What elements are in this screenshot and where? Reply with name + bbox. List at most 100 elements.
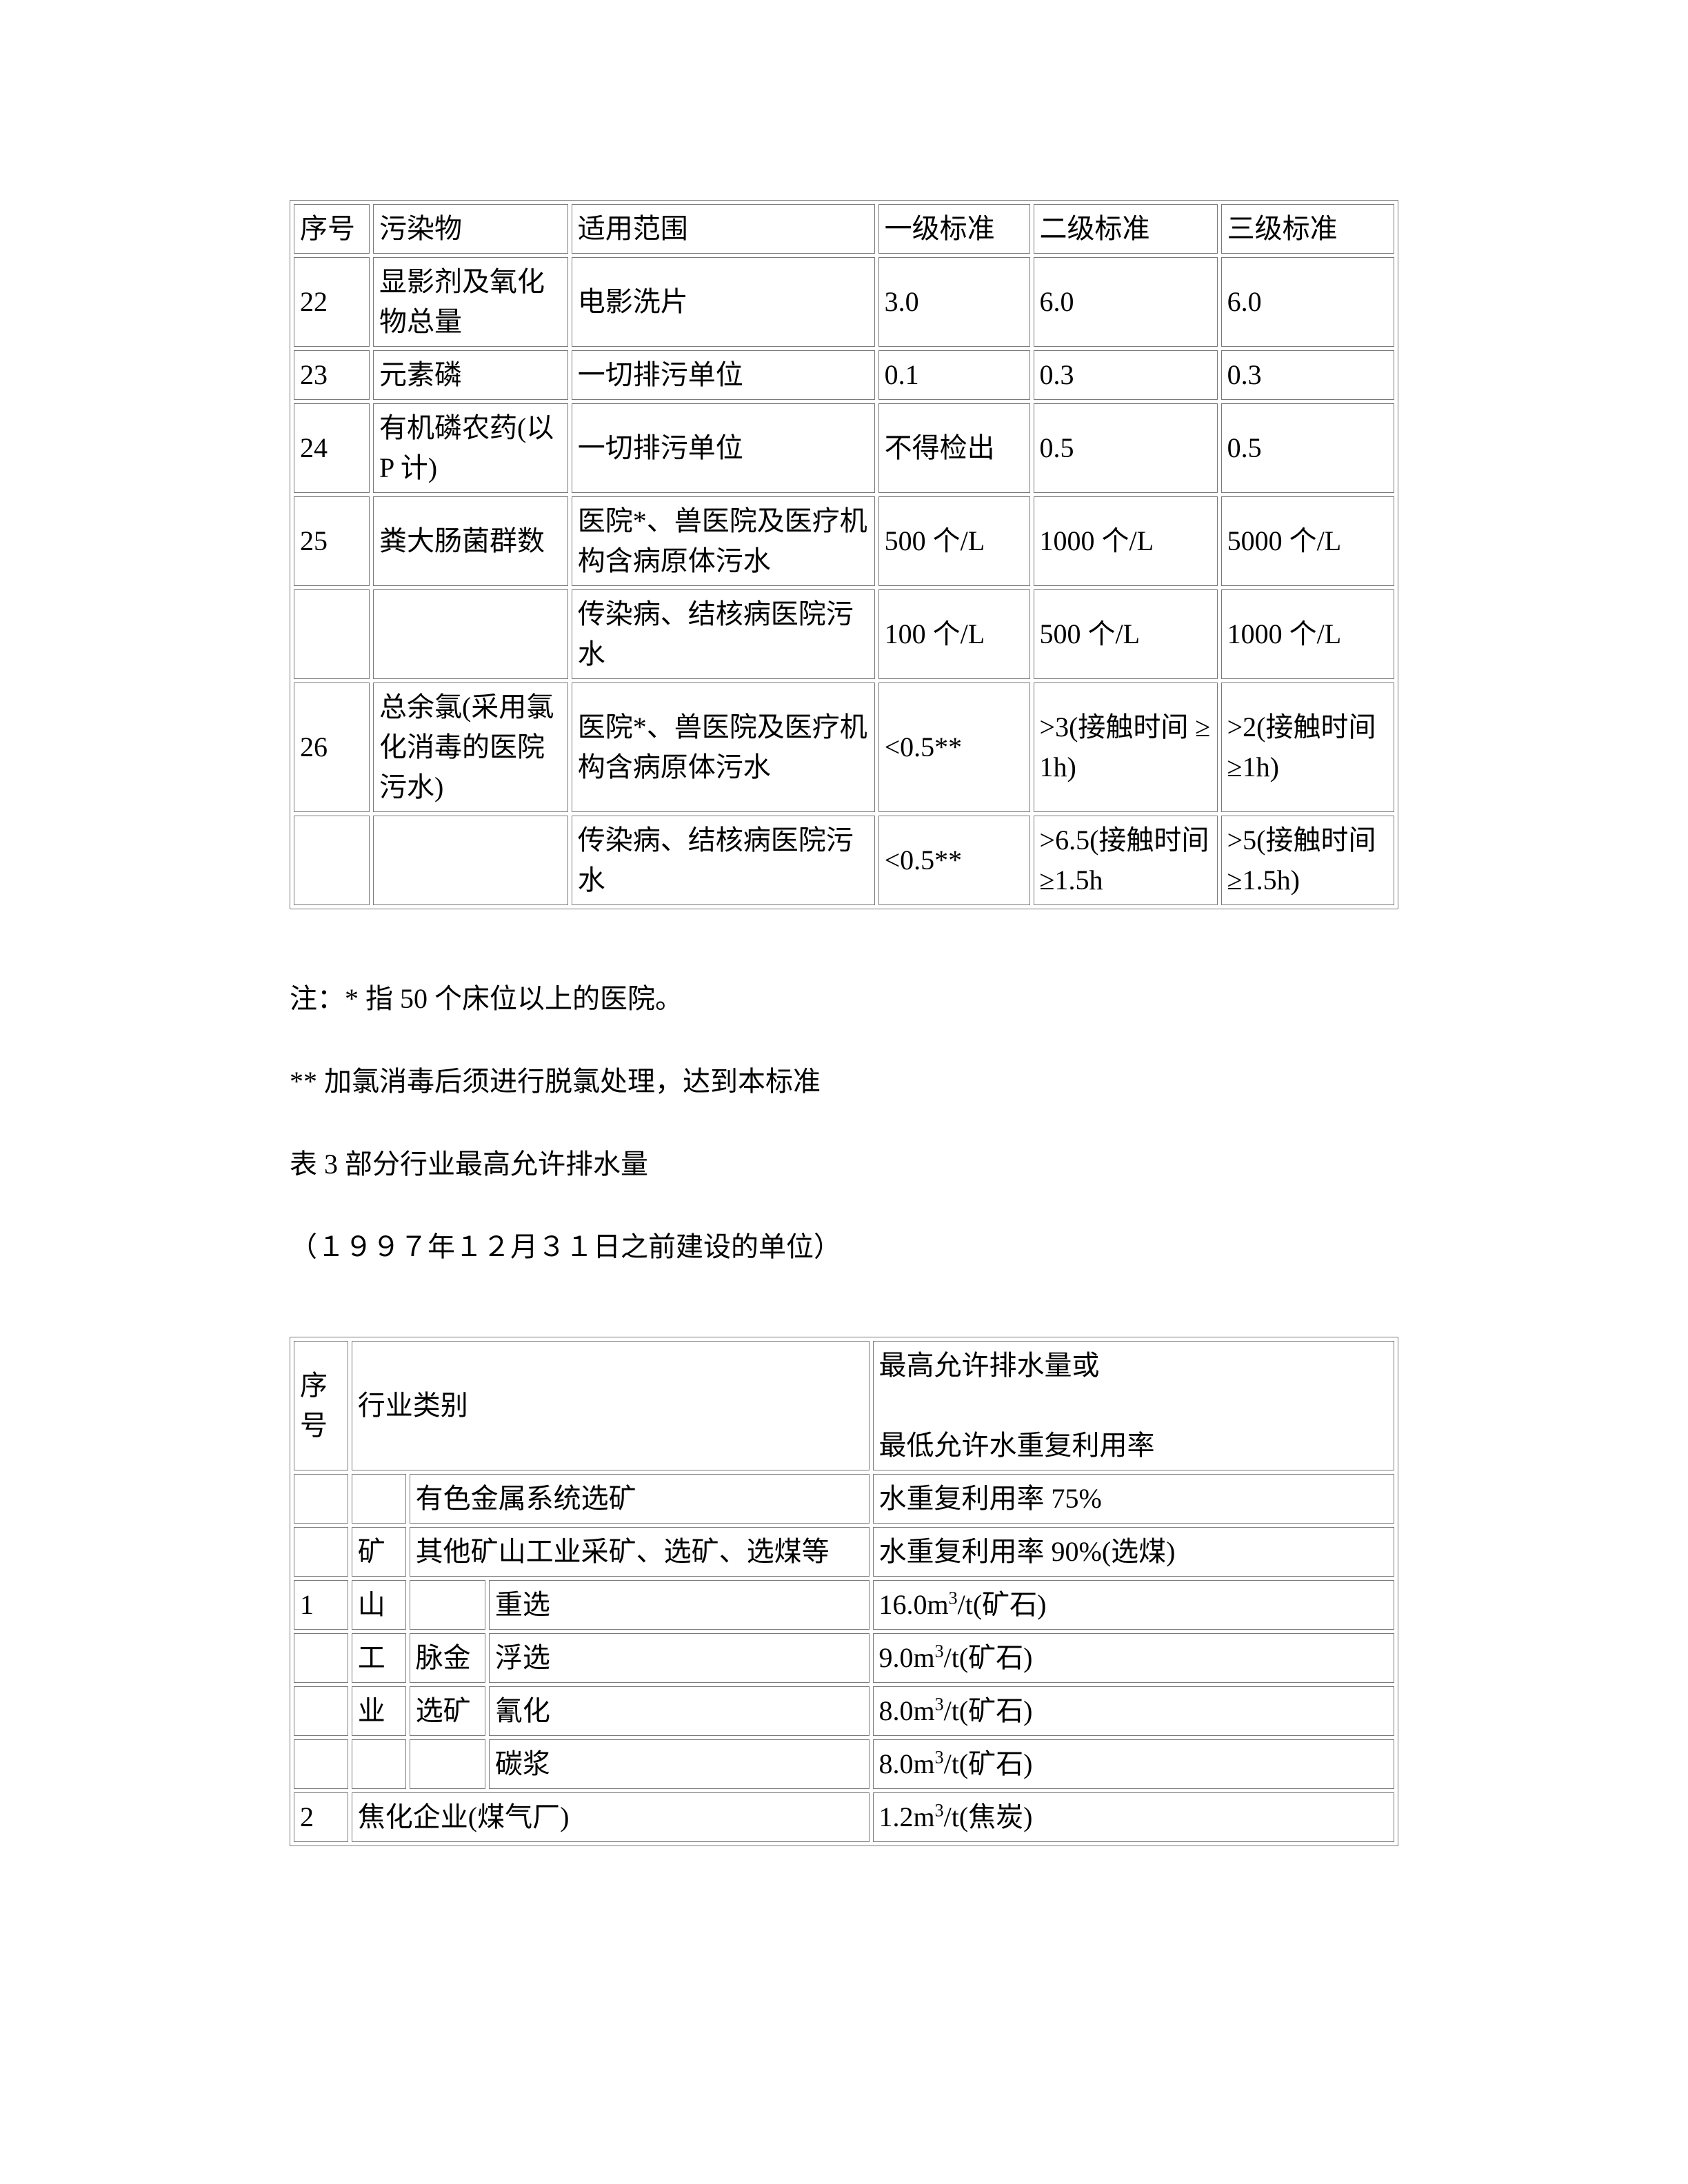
cell: 山 xyxy=(352,1580,406,1630)
cell: 重选 xyxy=(489,1580,870,1630)
cell: 26 xyxy=(294,682,370,812)
cell: 9.0m3/t(矿石) xyxy=(873,1633,1395,1683)
cell: 0.5 xyxy=(1221,403,1394,493)
cell xyxy=(294,1633,348,1683)
table-row: 矿 其他矿山工业采矿、选矿、选煤等 水重复利用率 90%(选煤) xyxy=(294,1527,1394,1577)
cell: 有色金属系统选矿 xyxy=(410,1474,870,1524)
cell: 0.1 xyxy=(878,350,1030,400)
cell: 1000 个/L xyxy=(1221,589,1394,679)
table-row: 2 焦化企业(煤气厂) 1.2m3/t(焦炭) xyxy=(294,1792,1394,1842)
cell: 总余氯(采用氯化消毒的医院污水) xyxy=(373,682,568,812)
cell: 16.0m3/t(矿石) xyxy=(873,1580,1395,1630)
cell: <0.5** xyxy=(878,682,1030,812)
cell: 23 xyxy=(294,350,370,400)
cell xyxy=(294,816,370,905)
table-row: 22 显影剂及氧化物总量 电影洗片 3.0 6.0 6.0 xyxy=(294,257,1394,347)
header-line: 最低允许水重复利用率 xyxy=(879,1430,1155,1461)
cell: 碳浆 xyxy=(489,1739,870,1789)
table-row: 23 元素磷 一切排污单位 0.1 0.3 0.3 xyxy=(294,350,1394,400)
cell: >2(接触时间≥1h) xyxy=(1221,682,1394,812)
cell xyxy=(410,1739,485,1789)
cell: 3.0 xyxy=(878,257,1030,347)
table-row: 1 山 重选 16.0m3/t(矿石) xyxy=(294,1580,1394,1630)
cell: 元素磷 xyxy=(373,350,568,400)
table-row: 25 粪大肠菌群数 医院*、兽医院及医疗机构含病原体污水 500 个/L 100… xyxy=(294,496,1394,586)
cell: 24 xyxy=(294,403,370,493)
cell: 500 个/L xyxy=(878,496,1030,586)
cell: 粪大肠菌群数 xyxy=(373,496,568,586)
cell xyxy=(294,1527,348,1577)
col-header: 行业类别 xyxy=(352,1341,870,1470)
col-header: 最高允许排水量或 最低允许水重复利用率 xyxy=(873,1341,1395,1470)
cell: >6.5(接触时间≥1.5h xyxy=(1034,816,1218,905)
table-row: 24 有机磷农药(以 P 计) 一切排污单位 不得检出 0.5 0.5 xyxy=(294,403,1394,493)
table-row: 传染病、结核病医院污水 100 个/L 500 个/L 1000 个/L xyxy=(294,589,1394,679)
col-header: 二级标准 xyxy=(1034,204,1218,254)
cell: >5(接触时间≥1.5h) xyxy=(1221,816,1394,905)
col-header: 三级标准 xyxy=(1221,204,1394,254)
table-row: 业 选矿 氰化 8.0m3/t(矿石) xyxy=(294,1686,1394,1736)
cell: 6.0 xyxy=(1034,257,1218,347)
cell: 焦化企业(煤气厂) xyxy=(352,1792,870,1842)
table-row: 26 总余氯(采用氯化消毒的医院污水) 医院*、兽医院及医疗机构含病原体污水 <… xyxy=(294,682,1394,812)
cell: 一切排污单位 xyxy=(572,350,875,400)
cell: 25 xyxy=(294,496,370,586)
cell: 8.0m3/t(矿石) xyxy=(873,1686,1395,1736)
cell: 水重复利用率 90%(选煤) xyxy=(873,1527,1395,1577)
cell xyxy=(373,816,568,905)
cell: 选矿 xyxy=(410,1686,485,1736)
table-header-row: 序号 行业类别 最高允许排水量或 最低允许水重复利用率 xyxy=(294,1341,1394,1470)
cell: 其他矿山工业采矿、选矿、选煤等 xyxy=(410,1527,870,1577)
cell: 8.0m3/t(矿石) xyxy=(873,1739,1395,1789)
col-header: 一级标准 xyxy=(878,204,1030,254)
industry-discharge-table: 序号 行业类别 最高允许排水量或 最低允许水重复利用率 有色金属系统选矿 水重复… xyxy=(290,1337,1398,1846)
table-header-row: 序号 污染物 适用范围 一级标准 二级标准 三级标准 xyxy=(294,204,1394,254)
cell: 水重复利用率 75% xyxy=(873,1474,1395,1524)
cell: 5000 个/L xyxy=(1221,496,1394,586)
cell: 6.0 xyxy=(1221,257,1394,347)
cell: 1 xyxy=(294,1580,348,1630)
notes-block: 注：* 指 50 个床位以上的医院。 ** 加氯消毒后须进行脱氯处理，达到本标准… xyxy=(290,971,1398,1275)
cell xyxy=(294,1474,348,1524)
col-header: 序号 xyxy=(294,1341,348,1470)
note-line: 表 3 部分行业最高允许排水量 xyxy=(290,1137,1398,1192)
cell: 一切排污单位 xyxy=(572,403,875,493)
cell: 22 xyxy=(294,257,370,347)
cell: 有机磷农药(以 P 计) xyxy=(373,403,568,493)
cell: 医院*、兽医院及医疗机构含病原体污水 xyxy=(572,682,875,812)
cell: 业 xyxy=(352,1686,406,1736)
cell: 不得检出 xyxy=(878,403,1030,493)
col-header: 适用范围 xyxy=(572,204,875,254)
cell xyxy=(294,1686,348,1736)
table-row: 有色金属系统选矿 水重复利用率 75% xyxy=(294,1474,1394,1524)
table-row: 工 脉金 浮选 9.0m3/t(矿石) xyxy=(294,1633,1394,1683)
cell: 电影洗片 xyxy=(572,257,875,347)
note-line: （１９９７年１２月３１日之前建设的单位） xyxy=(290,1220,1398,1275)
cell xyxy=(410,1580,485,1630)
cell: 传染病、结核病医院污水 xyxy=(572,589,875,679)
cell: 医院*、兽医院及医疗机构含病原体污水 xyxy=(572,496,875,586)
cell: 浮选 xyxy=(489,1633,870,1683)
cell: >3(接触时间 ≥1h) xyxy=(1034,682,1218,812)
cell xyxy=(352,1474,406,1524)
cell: 传染病、结核病医院污水 xyxy=(572,816,875,905)
cell: <0.5** xyxy=(878,816,1030,905)
cell: 100 个/L xyxy=(878,589,1030,679)
cell xyxy=(294,589,370,679)
document-page: 序号 污染物 适用范围 一级标准 二级标准 三级标准 22 显影剂及氧化物总量 … xyxy=(0,0,1688,2184)
cell: 1.2m3/t(焦炭) xyxy=(873,1792,1395,1842)
cell: 脉金 xyxy=(410,1633,485,1683)
cell xyxy=(373,589,568,679)
cell xyxy=(352,1739,406,1789)
cell: 显影剂及氧化物总量 xyxy=(373,257,568,347)
cell: 矿 xyxy=(352,1527,406,1577)
cell: 0.3 xyxy=(1221,350,1394,400)
table-row: 传染病、结核病医院污水 <0.5** >6.5(接触时间≥1.5h >5(接触时… xyxy=(294,816,1394,905)
col-header: 污染物 xyxy=(373,204,568,254)
note-line: ** 加氯消毒后须进行脱氯处理，达到本标准 xyxy=(290,1054,1398,1109)
cell: 2 xyxy=(294,1792,348,1842)
table-row: 碳浆 8.0m3/t(矿石) xyxy=(294,1739,1394,1789)
cell: 0.3 xyxy=(1034,350,1218,400)
cell xyxy=(294,1739,348,1789)
cell: 0.5 xyxy=(1034,403,1218,493)
